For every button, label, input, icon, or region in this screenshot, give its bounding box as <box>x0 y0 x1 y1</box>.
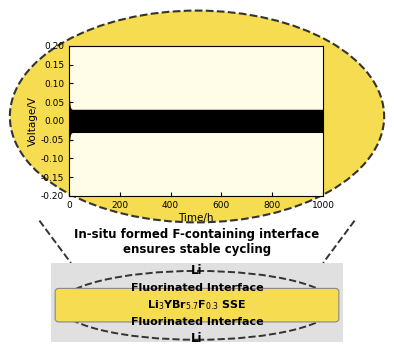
Text: In-situ formed F-containing interface
ensures stable cycling: In-situ formed F-containing interface en… <box>74 228 320 256</box>
Text: Li$_3$YBr$_{5.7}$F$_{0.3}$ SSE: Li$_3$YBr$_{5.7}$F$_{0.3}$ SSE <box>147 298 247 312</box>
Text: Fluorinated Interface: Fluorinated Interface <box>131 317 263 327</box>
Text: Li: Li <box>191 332 203 345</box>
FancyBboxPatch shape <box>55 288 339 322</box>
Text: Fluorinated Interface: Fluorinated Interface <box>131 283 263 293</box>
Ellipse shape <box>10 11 384 222</box>
X-axis label: Time/h: Time/h <box>178 213 214 222</box>
FancyBboxPatch shape <box>51 263 343 342</box>
Y-axis label: Voltage/V: Voltage/V <box>28 96 38 146</box>
Text: Li: Li <box>191 264 203 276</box>
